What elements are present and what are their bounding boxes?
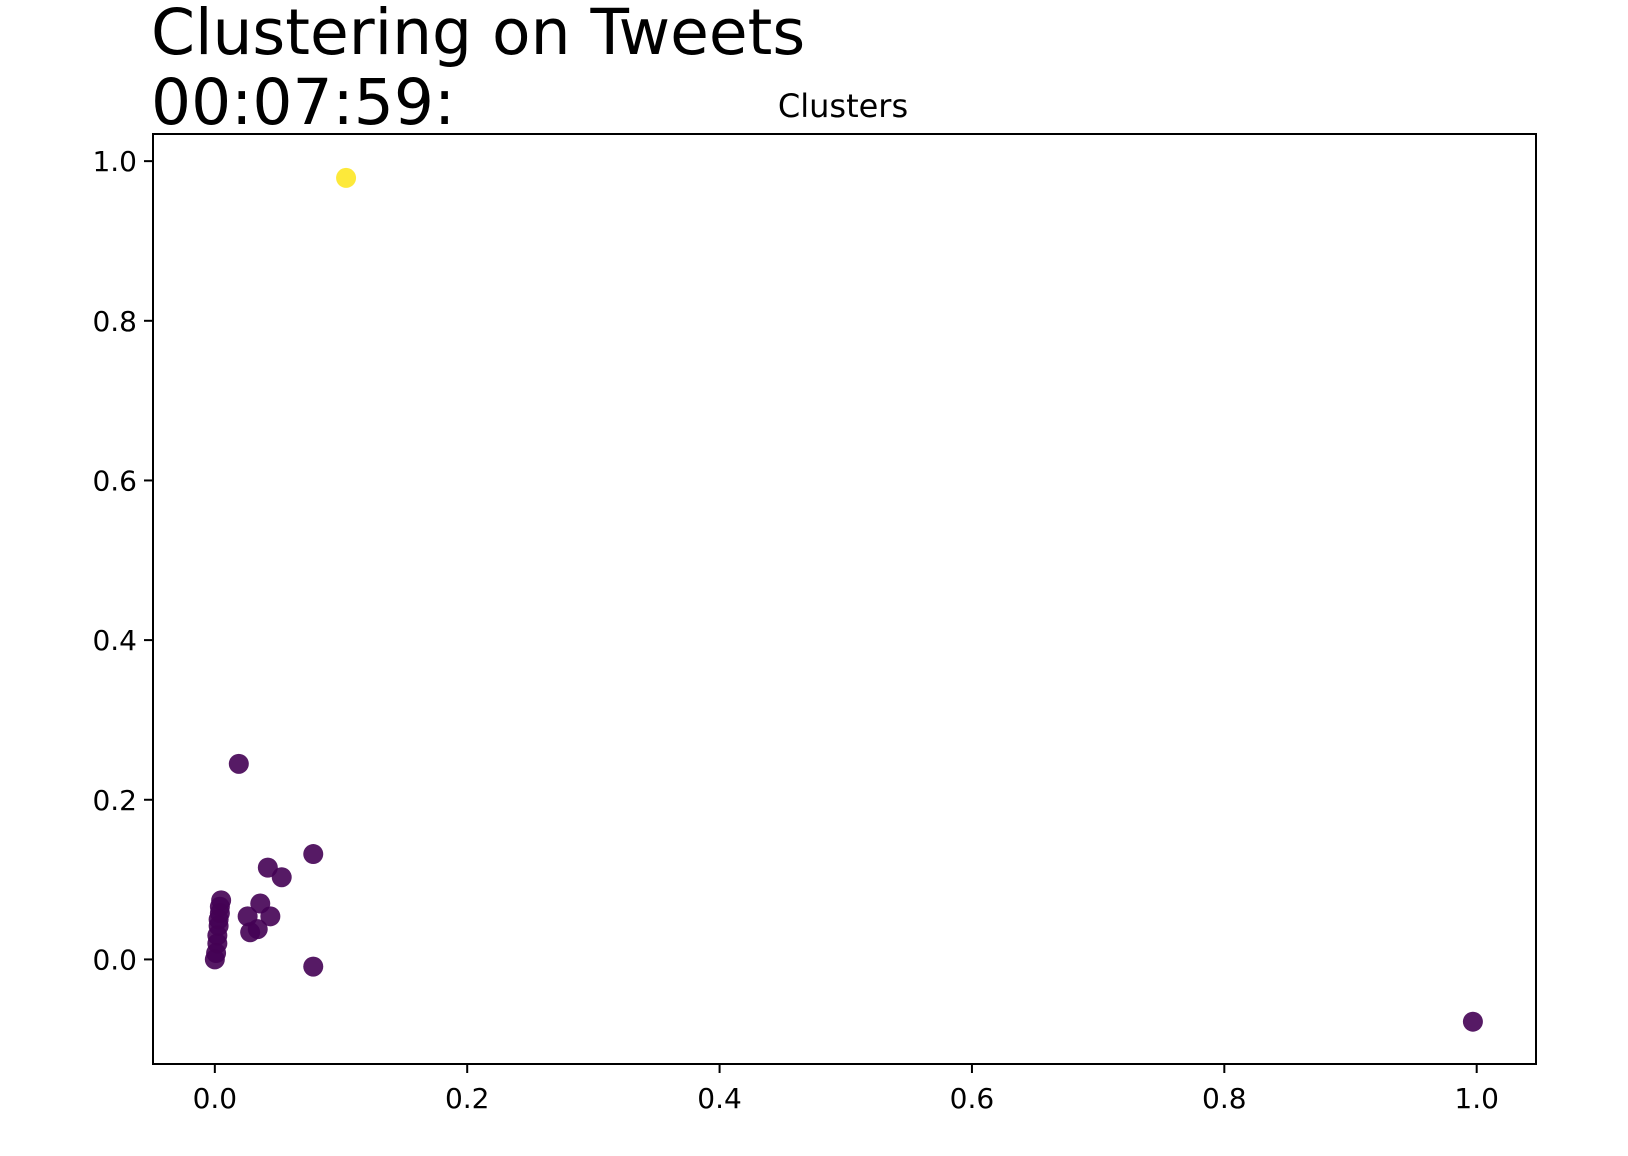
data-point-2 bbox=[303, 844, 324, 865]
x-tick-label-0: 0.0 bbox=[193, 1082, 238, 1115]
y-tick-label-1: 0.2 bbox=[92, 784, 137, 817]
figure-title-line-1: Clustering on Tweets bbox=[151, 0, 806, 69]
y-axis: 0.0 0.2 0.4 0.6 0.8 1.0 bbox=[92, 145, 153, 976]
x-tick-label-2: 0.4 bbox=[697, 1082, 742, 1115]
data-point-19 bbox=[303, 956, 324, 977]
data-point-20 bbox=[1462, 1011, 1483, 1032]
data-point-4 bbox=[271, 867, 292, 888]
x-tick-label-3: 0.6 bbox=[950, 1082, 995, 1115]
data-point-11 bbox=[260, 906, 281, 927]
x-tick-label-1: 0.2 bbox=[445, 1082, 490, 1115]
y-tick-label-4: 0.8 bbox=[92, 305, 137, 338]
data-point-1 bbox=[228, 753, 249, 774]
y-tick-label-5: 1.0 bbox=[92, 145, 137, 178]
figure-title-line-2: 00:07:59: bbox=[151, 66, 456, 139]
y-tick-label-2: 0.4 bbox=[92, 624, 137, 657]
data-points bbox=[204, 167, 1483, 1032]
chart-title: Clusters bbox=[778, 87, 908, 125]
figure-title: Clustering on Tweets 00:07:59: bbox=[151, 0, 805, 138]
y-tick-label-0: 0.0 bbox=[92, 943, 137, 976]
plot-area-frame bbox=[152, 133, 1537, 1065]
x-tick-label-4: 0.8 bbox=[1202, 1082, 1247, 1115]
data-point-0 bbox=[336, 167, 357, 188]
x-axis: 0.0 0.2 0.4 0.6 0.8 1.0 bbox=[193, 1064, 1499, 1115]
x-tick-label-5: 1.0 bbox=[1454, 1082, 1499, 1115]
y-tick-label-3: 0.6 bbox=[92, 464, 137, 497]
data-point-18 bbox=[204, 949, 225, 970]
data-point-14 bbox=[240, 922, 261, 943]
